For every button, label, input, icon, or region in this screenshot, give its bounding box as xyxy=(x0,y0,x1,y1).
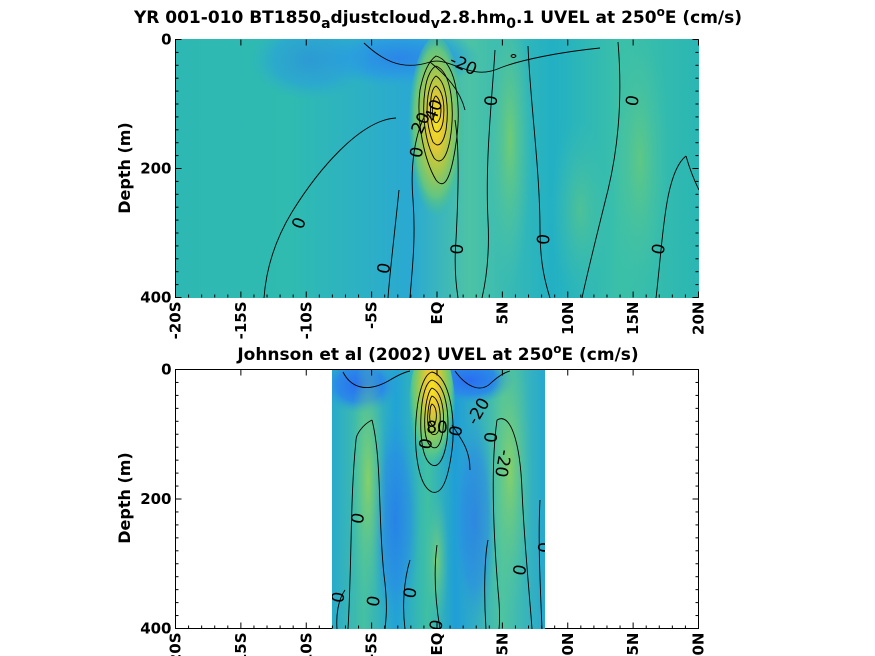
top-ylabel: Depth (m) xyxy=(115,122,134,214)
bottom-green-band xyxy=(350,370,386,620)
top-x-tick-label: 10N xyxy=(559,302,577,335)
bottom-contour-label: 0 xyxy=(481,431,502,444)
top-blue-anomaly xyxy=(250,39,370,100)
top-x-tick-label: -10S xyxy=(297,302,315,340)
top-contour-label: 0 xyxy=(481,95,502,108)
top-title-part: .1 UVEL at 250 xyxy=(516,8,657,28)
bottom-y-tick-label: 0 xyxy=(161,361,171,379)
bottom-x-axis: -20S -15S -10S -5S EQ 5N 10N 15N 20N xyxy=(167,369,708,656)
top-x-tick-label: EQ xyxy=(428,302,446,325)
top-x-tick-label: 5N xyxy=(493,302,511,325)
bottom-title-part: Johnson et al (2002) UVEL at 250 xyxy=(236,345,553,365)
top-contour-label: 0 xyxy=(648,242,670,256)
top-x-tick-label: 15N xyxy=(624,302,642,335)
bottom-title-part: o xyxy=(553,342,561,356)
top-contour-label: 0 xyxy=(447,243,468,256)
top-x-axis: -20S -15S -10S -5S EQ 5N 10N 15N 20N xyxy=(167,39,708,340)
bottom-contours xyxy=(336,370,543,629)
bottom-green-band xyxy=(425,490,449,629)
top-y-tick-label: 0 xyxy=(161,31,171,49)
top-green-band xyxy=(610,39,670,298)
top-title: YR 001-010 BT1850adjustcloudv2.8.hm0.1 U… xyxy=(133,5,742,32)
bottom-contour-label: 0 xyxy=(510,563,532,577)
top-y-tick-label: 400 xyxy=(140,289,171,307)
top-y-axis: 0 200 400 xyxy=(140,31,699,307)
bottom-x-tick-label: -20S xyxy=(167,633,185,656)
bottom-x-tick-label: -5S xyxy=(363,633,381,656)
top-contour-label: 0 xyxy=(622,94,644,108)
bottom-y-tick-label: 200 xyxy=(140,490,171,508)
bottom-x-tick-label: 15N xyxy=(624,633,642,656)
panel-bottom: Johnson et al (2002) UVEL at 250oE (cm/s… xyxy=(115,342,708,656)
top-title-part: v xyxy=(431,16,440,32)
top-title-part: E (cm/s) xyxy=(665,8,742,28)
bottom-contour-label: -20 xyxy=(490,448,515,479)
top-contours xyxy=(263,41,699,298)
top-title-part: a xyxy=(321,16,330,32)
panel-top: YR 001-010 BT1850adjustcloudv2.8.hm0.1 U… xyxy=(115,5,742,340)
bottom-contour-label: 0 xyxy=(328,590,350,604)
top-contour-label: 0 xyxy=(534,233,555,246)
bottom-x-tick-label: 10N xyxy=(559,633,577,656)
top-title-part: o xyxy=(657,5,665,19)
bottom-blue-anomaly xyxy=(453,410,497,629)
bottom-contour-label: 0 xyxy=(446,424,468,438)
bottom-contour-label: 80 xyxy=(426,418,448,438)
bottom-ylabel: Depth (m) xyxy=(115,452,134,544)
bottom-contour-label: 0 xyxy=(348,511,370,525)
top-x-tick-label: -5S xyxy=(363,302,381,329)
top-title-part: 2.8.hm xyxy=(440,8,506,28)
bottom-green-band xyxy=(488,370,532,620)
bottom-y-axis: 0 200 400 xyxy=(140,361,699,638)
top-title-part: YR 001-010 BT1850 xyxy=(133,8,321,28)
bottom-y-tick-label: 400 xyxy=(140,620,171,638)
top-green-band xyxy=(488,39,532,290)
top-x-tick-label: -20S xyxy=(167,302,185,340)
top-green-band xyxy=(550,120,610,298)
bottom-x-tick-label: -10S xyxy=(297,633,315,656)
bottom-contour-label: 0 xyxy=(416,437,438,451)
bottom-contour-label: 0 xyxy=(400,586,422,600)
bottom-x-tick-label: EQ xyxy=(428,633,446,656)
bottom-x-tick-label: 5N xyxy=(493,633,511,656)
bottom-contour-label: 0 xyxy=(363,594,385,608)
top-x-tick-label: 20N xyxy=(690,302,708,335)
bottom-contour-label: 0 xyxy=(535,541,556,554)
top-contour-label: 0 xyxy=(374,261,396,275)
bottom-x-tick-label: 20N xyxy=(690,633,708,656)
bottom-x-tick-label: -15S xyxy=(232,633,250,656)
top-title-part: 0 xyxy=(506,16,516,32)
bottom-title-part: E (cm/s) xyxy=(561,345,638,365)
top-x-tick-label: -15S xyxy=(232,302,250,340)
top-jet-core xyxy=(408,39,464,227)
top-y-tick-label: 200 xyxy=(140,160,171,178)
bottom-title: Johnson et al (2002) UVEL at 250oE (cm/s… xyxy=(236,342,638,365)
top-title-part: djustcloud xyxy=(331,8,431,28)
top-contour-label: 0 xyxy=(407,145,429,159)
